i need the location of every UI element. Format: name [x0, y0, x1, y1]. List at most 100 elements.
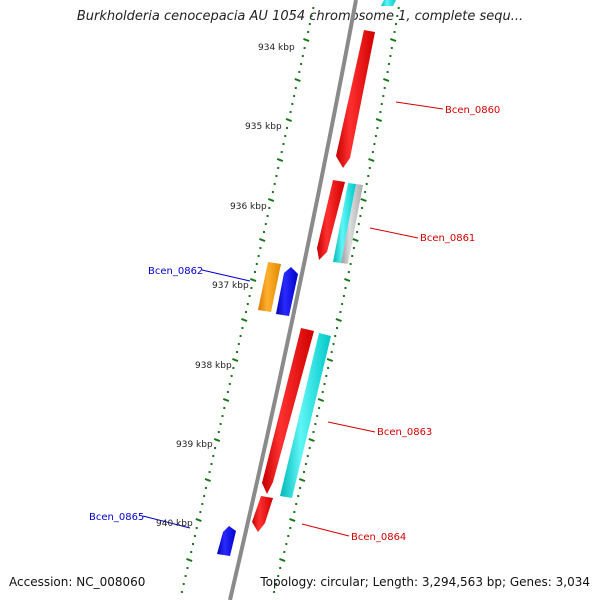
minor-tick-dot	[383, 87, 386, 89]
minor-tick-dot	[323, 383, 326, 385]
minor-tick-dot	[359, 215, 362, 217]
feature-orange-0862	[258, 262, 281, 312]
minor-tick-dot	[312, 431, 315, 433]
genome-summary-text: Topology: circular; Length: 3,294,563 bp…	[260, 575, 590, 589]
tick-label: 937 kbp	[212, 281, 249, 291]
minor-tick-dot	[279, 567, 282, 569]
minor-tick-dot	[295, 503, 298, 505]
minor-tick-dot	[376, 127, 379, 129]
minor-tick-dot	[294, 87, 297, 89]
minor-tick-dot	[241, 327, 244, 329]
minor-tick-dot	[364, 191, 367, 193]
major-tick-mark	[375, 118, 383, 122]
minor-tick-dot	[347, 271, 350, 273]
gene-bcen-0864-arrow[interactable]	[252, 496, 273, 532]
minor-tick-dot	[341, 303, 344, 305]
major-tick-mark	[267, 198, 275, 202]
major-tick-mark	[326, 358, 334, 362]
minor-tick-dot	[390, 47, 393, 49]
minor-tick-dot	[180, 591, 183, 593]
minor-tick-dot	[257, 255, 260, 257]
minor-tick-dot	[365, 183, 368, 185]
minor-tick-dot	[184, 575, 187, 577]
minor-tick-dot	[318, 407, 321, 409]
gene-label-bcen-0864[interactable]: Bcen_0864	[351, 532, 406, 543]
minor-tick-dot	[351, 255, 354, 257]
gene-label-bcen-0865[interactable]: Bcen_0865	[89, 512, 144, 523]
minor-tick-dot	[336, 327, 338, 329]
minor-tick-dot	[300, 63, 303, 65]
tick-dots	[180, 7, 400, 593]
reverse-features	[217, 262, 298, 556]
feature-grey-0861	[341, 184, 363, 264]
tick-label: 939 kbp	[176, 440, 213, 450]
gene-bcen-0862-arrow[interactable]	[276, 267, 298, 316]
minor-tick-dot	[221, 415, 224, 417]
major-tick-mark	[195, 518, 202, 522]
minor-tick-dot	[289, 111, 292, 113]
map-title: Burkholderia cenocepacia AU 1054 chromos…	[76, 9, 524, 24]
backbone-track	[228, 0, 358, 600]
minor-tick-dot	[236, 351, 238, 353]
gene-bcen-0863-arrow[interactable]	[262, 328, 314, 494]
minor-tick-dot	[284, 135, 287, 137]
minor-tick-dot	[232, 367, 235, 369]
minor-tick-dot	[349, 263, 352, 265]
major-tick-mark	[383, 78, 390, 82]
label-leader-lines	[142, 101, 444, 537]
gene-bcen-0860-arrow[interactable]	[336, 30, 375, 168]
minor-tick-dot	[339, 311, 342, 313]
minor-tick-dot	[397, 7, 400, 9]
minor-tick-dot	[321, 391, 324, 393]
major-tick-mark	[317, 398, 325, 402]
minor-tick-dot	[246, 303, 249, 305]
tick-label: 938 kbp	[195, 361, 232, 371]
feature-cyan-0861	[333, 183, 356, 263]
tick-labels: 934 kbp 935 kbp 936 kbp 937 kbp 938 kbp …	[156, 43, 295, 529]
major-tick-mark	[344, 278, 351, 282]
major-tick-mark	[303, 38, 310, 42]
minor-tick-dot	[352, 247, 355, 249]
major-tick-mark	[360, 198, 367, 202]
minor-tick-dot	[374, 135, 377, 137]
forward-features	[252, 0, 396, 532]
gene-label-bcen-0862[interactable]: Bcen_0862	[148, 266, 203, 277]
minor-tick-dot	[297, 495, 300, 497]
minor-tick-dot	[299, 487, 302, 489]
minor-tick-dot	[182, 583, 185, 585]
gene-bcen-0861-arrow[interactable]	[317, 180, 345, 260]
minor-tick-dot	[330, 351, 333, 353]
minor-tick-dot	[193, 535, 196, 537]
minor-tick-dot	[228, 383, 231, 385]
minor-tick-dot	[371, 151, 374, 153]
minor-tick-dot	[344, 287, 347, 289]
minor-tick-dot	[301, 55, 304, 57]
minor-tick-dot	[289, 527, 292, 529]
major-tick-mark	[279, 558, 286, 562]
minor-tick-dot	[386, 71, 389, 73]
minor-tick-dot	[201, 503, 204, 505]
major-tick-mark	[352, 238, 359, 242]
minor-tick-dot	[373, 143, 376, 145]
gene-label-bcen-0860[interactable]: Bcen_0860	[445, 105, 500, 116]
minor-tick-dot	[388, 63, 390, 65]
minor-tick-dot	[214, 447, 217, 449]
gene-label-bcen-0863[interactable]: Bcen_0863	[377, 427, 432, 438]
minor-tick-dot	[304, 463, 307, 465]
major-tick-mark	[222, 398, 230, 402]
major-tick-mark	[186, 558, 193, 562]
gene-bcen-0865-arrow[interactable]	[217, 526, 236, 556]
minor-tick-dot	[283, 551, 286, 553]
minor-tick-dot	[327, 367, 330, 369]
minor-tick-dot	[205, 487, 207, 489]
minor-tick-dot	[275, 583, 278, 585]
major-tick-mark	[289, 518, 296, 522]
minor-tick-dot	[380, 103, 383, 105]
feature-cyan-0863	[280, 333, 331, 498]
major-tick-mark	[308, 438, 315, 442]
feature-cyan-top	[381, 0, 396, 6]
gene-label-bcen-0861[interactable]: Bcen_0861	[420, 233, 475, 244]
minor-tick-dot	[342, 295, 345, 297]
